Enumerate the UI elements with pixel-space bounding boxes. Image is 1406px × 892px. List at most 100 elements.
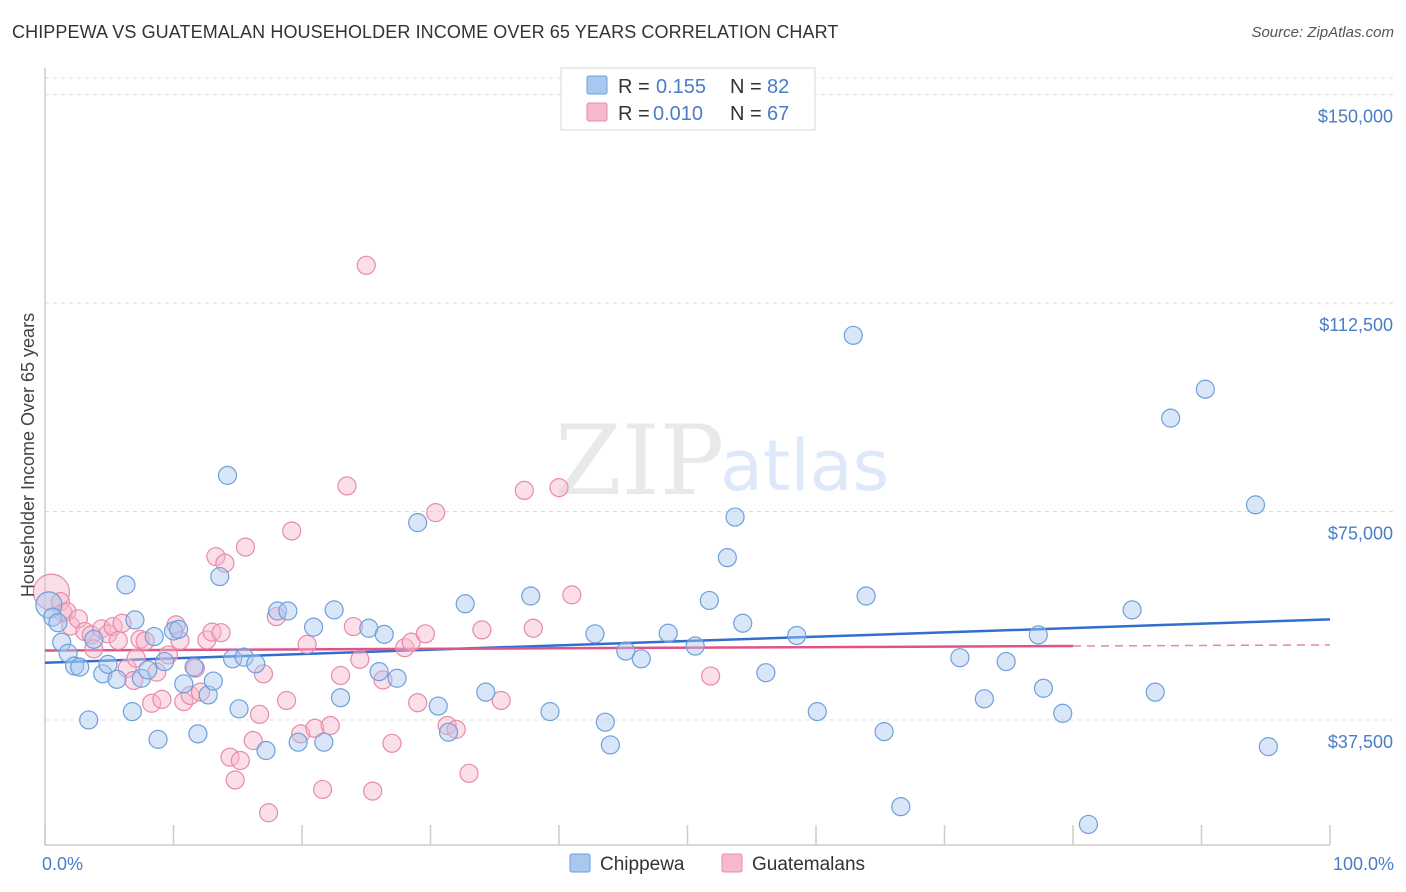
point-chippewa (1161, 408, 1181, 428)
point-guatemalans (126, 648, 146, 668)
point-guatemalans (282, 521, 302, 541)
point-chippewa (733, 613, 753, 633)
series-legend-label-guatemalans: Guatemalans (752, 854, 865, 875)
point-chippewa (98, 654, 118, 674)
point-chippewa (1033, 678, 1054, 698)
point-chippewa (1078, 814, 1099, 835)
point-chippewa (169, 619, 189, 639)
y-tick-labels: $37,500 $75,000 $112,500 $150,000 (1318, 107, 1393, 752)
point-chippewa (874, 722, 894, 742)
point-chippewa (116, 575, 136, 595)
legend-swatch-guatemalans (586, 102, 608, 122)
point-guatemalans (401, 632, 421, 652)
point-chippewa (600, 735, 621, 755)
point-guatemalans (225, 770, 245, 790)
point-chippewa (1053, 703, 1073, 723)
point-chippewa (52, 632, 72, 652)
point-guatemalans (350, 649, 370, 669)
point-guatemalans (152, 689, 172, 709)
point-guatemalans (472, 620, 492, 640)
point-guatemalans (337, 476, 357, 496)
legend-n-label-chippewa: N = (730, 76, 762, 98)
point-chippewa (616, 641, 636, 661)
point-chippewa (229, 699, 249, 719)
point-guatemalans (258, 803, 279, 823)
point-chippewa (950, 648, 970, 668)
point-chippewa (138, 660, 158, 680)
point-chippewa (725, 507, 745, 527)
point-chippewa (122, 702, 142, 722)
legend-n-value-guatemalans: 67 (767, 103, 789, 125)
point-guatemalans (185, 658, 205, 678)
point-guatemalans (249, 704, 270, 724)
point-guatemalans (549, 478, 569, 498)
point-guatemalans (382, 733, 402, 753)
point-chippewa (540, 702, 560, 722)
y-tick-label: $112,500 (1319, 315, 1393, 335)
point-chippewa (84, 629, 104, 649)
point-chippewa (148, 729, 168, 749)
point-guatemalans (523, 618, 543, 638)
point-guatemalans (230, 750, 250, 771)
point-chippewa (756, 663, 776, 683)
point-chippewa (1028, 625, 1048, 645)
point-chippewa (891, 797, 911, 817)
source-label: Source: ZipAtlas.com (1251, 24, 1394, 41)
series-legend-swatch-guatemalans (721, 853, 743, 873)
point-chippewa (856, 586, 876, 606)
y-tick-label: $37,500 (1328, 732, 1393, 752)
point-chippewa (387, 668, 407, 688)
point-guatemalans (235, 537, 256, 557)
point-guatemalans (514, 480, 534, 501)
point-chippewa (631, 649, 651, 669)
point-chippewa (1195, 379, 1215, 399)
point-chippewa (70, 657, 90, 677)
point-chippewa (374, 624, 394, 644)
point-guatemalans (190, 682, 211, 702)
series-legend-swatch-chippewa (569, 853, 591, 873)
point-chippewa (585, 624, 605, 644)
point-guatemalans (220, 747, 240, 767)
point-chippewa (125, 610, 145, 630)
axes (44, 68, 1331, 846)
point-chippewa (369, 661, 389, 682)
point-chippewa (43, 607, 63, 627)
series-legend: Chippewa Guatemalans (569, 853, 865, 875)
point-guatemalans (312, 779, 333, 800)
point-chippewa (107, 669, 127, 689)
point-chippewa (203, 671, 223, 691)
point-guatemalans (415, 624, 435, 644)
point-guatemalans (562, 585, 582, 605)
point-chippewa (1122, 600, 1142, 620)
point-chippewa (144, 626, 164, 647)
point-chippewa (210, 566, 230, 587)
point-chippewa (288, 732, 308, 752)
legend-r-label-guatemalans: R = (618, 103, 650, 125)
point-chippewa (717, 548, 737, 568)
point-chippewa (324, 600, 344, 620)
y-axis-label: Householder Income Over 65 years (18, 313, 38, 597)
point-guatemalans (320, 715, 340, 736)
point-chippewa (1145, 682, 1165, 702)
point-chippewa (843, 325, 863, 345)
point-guatemalans (253, 664, 274, 684)
series-legend-label-chippewa: Chippewa (600, 854, 685, 875)
legend-r-value-chippewa: 0.155 (656, 76, 706, 98)
point-chippewa (154, 651, 175, 672)
data-points (32, 255, 1278, 835)
point-chippewa (278, 601, 298, 621)
point-guatemalans (305, 718, 325, 738)
point-chippewa (256, 740, 276, 761)
x-tick-label-max: 100.0% (1333, 854, 1394, 874)
point-guatemalans (446, 719, 466, 739)
point-chippewa (174, 674, 194, 694)
legend-n-label-guatemalans: N = (730, 103, 762, 125)
stats-legend: R = 0.155 N = 82 R = 0.010 N = 67 (560, 67, 816, 131)
point-chippewa (79, 710, 99, 730)
point-chippewa (330, 688, 351, 708)
point-chippewa (1258, 737, 1278, 757)
x-tick-label-min: 0.0% (42, 854, 83, 874)
legend-r-value-guatemalans: 0.010 (653, 103, 703, 125)
point-guatemalans (124, 670, 144, 691)
